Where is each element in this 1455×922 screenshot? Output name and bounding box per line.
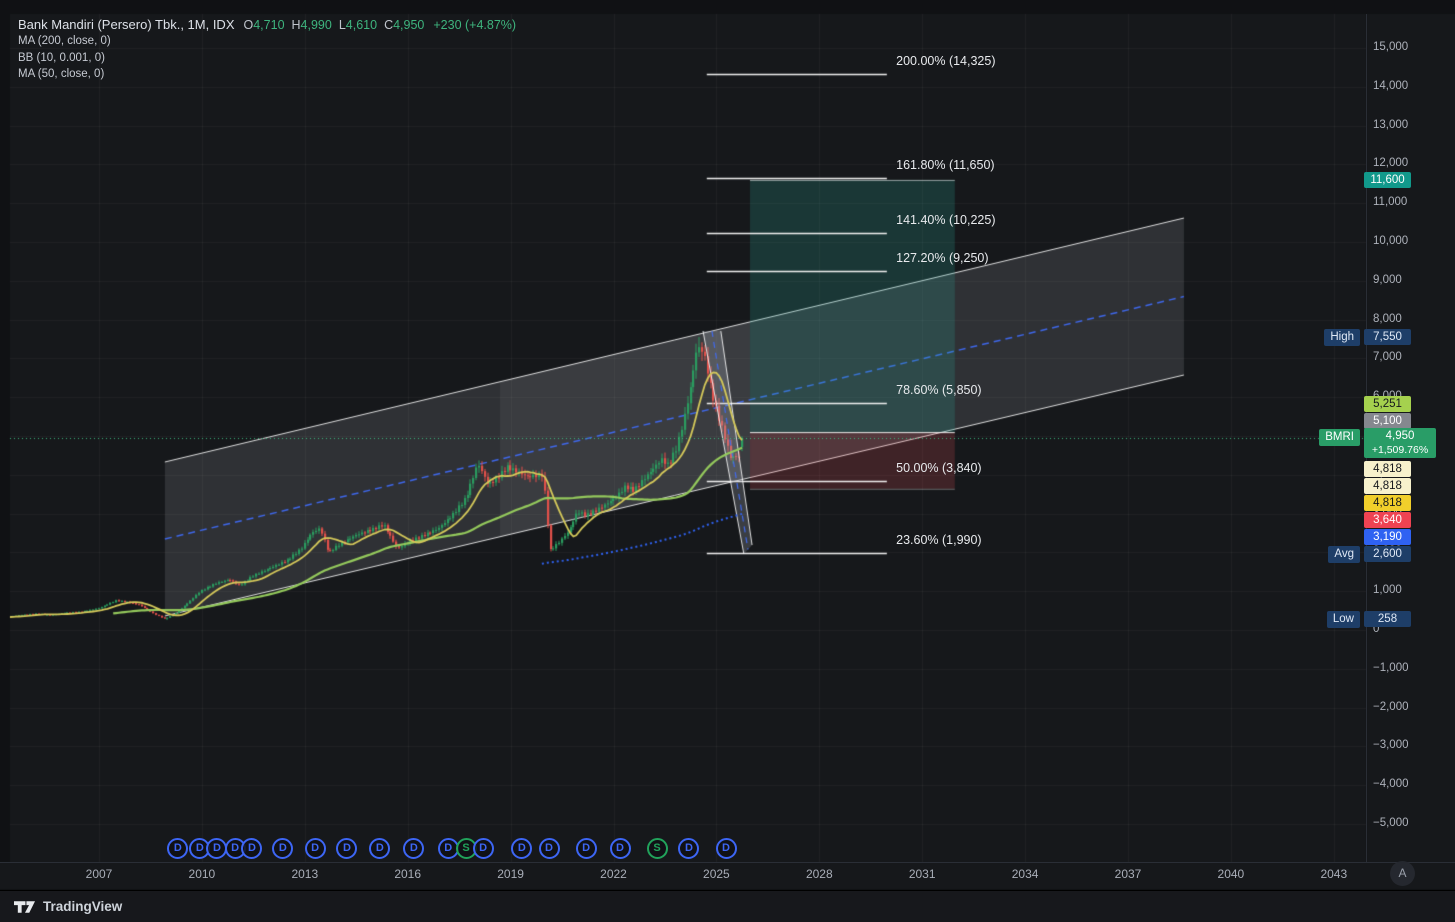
indicator-rows: MA (200, close, 0) BB (10, 0.001, 0) MA (5… [18, 35, 516, 85]
dividend-marker[interactable]: D [511, 838, 533, 859]
time-axis-tick: 2031 [908, 867, 936, 881]
footer-bar: TradingView [0, 890, 1455, 922]
fib-level-label: 50.00% (3,840) [896, 461, 982, 475]
time-axis-tick: 2010 [188, 867, 216, 881]
price-axis-tick: 0 [1373, 623, 1380, 635]
legend-title-row[interactable]: Bank Mandiri (Persero) Tbk., 1M, IDX O4,7… [18, 17, 516, 35]
ohlc-value: 4,990 [300, 18, 332, 32]
ohlc-letter: L [338, 18, 346, 32]
dividend-marker[interactable]: D [715, 838, 737, 859]
price-badge: 7,550 [1364, 329, 1411, 345]
auto-scale-button[interactable]: A [1390, 861, 1415, 886]
legend: Bank Mandiri (Persero) Tbk., 1M, IDX O4,7… [18, 17, 516, 85]
ohlc-value: 4,950 [393, 18, 425, 32]
legend-indicator[interactable]: MA (50, close, 0) [18, 68, 105, 80]
price-badge: 5,100 [1364, 413, 1411, 429]
price-badge: 3,640 [1364, 512, 1411, 528]
dividend-marker[interactable]: D [336, 838, 358, 859]
ohlc-value: 4,610 [345, 18, 378, 32]
price-axis-tick: 10,000 [1373, 235, 1409, 247]
symbol-title[interactable]: Bank Mandiri (Persero) Tbk., 1M, IDX [18, 17, 235, 32]
price-axis-tick: −1,000 [1373, 661, 1409, 674]
price-badge: 4,818 [1364, 495, 1411, 511]
price-axis-tick: 8,000 [1373, 312, 1402, 325]
price-axis-tick: −5,000 [1373, 817, 1409, 829]
dividend-marker[interactable]: D [241, 838, 263, 859]
time-axis-tick: 2007 [85, 867, 113, 881]
fib-level-label: 23.60% (1,990) [896, 532, 982, 547]
ohlc-letter: H [291, 18, 301, 32]
dividend-marker[interactable]: D [304, 838, 326, 859]
fib-level-label: 200.00% (14,325) [896, 54, 996, 69]
time-axis-tick: 2040 [1217, 867, 1245, 881]
price-axis-tick: 15,000 [1373, 41, 1409, 53]
price-axis-tick: 11,000 [1373, 196, 1408, 209]
dividend-marker[interactable]: D [224, 838, 246, 859]
change-value: +230 (+4.87%) [433, 18, 517, 32]
split-marker[interactable]: S [646, 838, 668, 859]
ohlc-value: 4,710 [253, 18, 285, 32]
price-badge: 2,600 [1364, 546, 1411, 562]
price-axis-tick: 7,000 [1373, 351, 1402, 364]
axis-side-label-low: Low [1326, 611, 1360, 628]
dividend-marker[interactable]: D [538, 838, 560, 859]
dividend-marker[interactable]: D [167, 838, 189, 859]
price-badge: 258 [1364, 611, 1411, 627]
price-axis-tick: −3,000 [1373, 739, 1409, 752]
price-badge: 5,251 [1364, 396, 1411, 412]
ohlc-letter: O [243, 18, 254, 32]
ohlc-letter: C [384, 18, 394, 32]
time-axis-tick: 2028 [805, 867, 833, 881]
axis-side-label-high: High [1324, 329, 1360, 346]
dividend-marker[interactable]: D [472, 838, 494, 859]
tradingview-logo-icon[interactable] [14, 900, 35, 913]
dividend-marker[interactable]: D [369, 838, 391, 859]
price-axis-tick: 14,000 [1373, 79, 1409, 92]
legend-indicator[interactable]: MA (200, close, 0) [18, 35, 111, 47]
fib-level-label: 161.80% (11,650) [896, 157, 995, 172]
fib-level-label: 78.60% (5,850) [896, 383, 982, 398]
dividend-marker[interactable]: D [609, 838, 631, 859]
time-axis-tick: 2025 [703, 867, 730, 881]
price-badge: 11,600 [1364, 172, 1411, 188]
time-axis-tick: 2022 [600, 867, 627, 881]
ohlc-values: O4,710 H4,990 L4,610 C4,950 [244, 17, 432, 32]
time-axis-separator [0, 862, 1455, 863]
price-axis-tick: 1,000 [1373, 584, 1402, 597]
price-axis-tick: 12,000 [1373, 157, 1409, 170]
fib-level-label: 127.20% (9,250) [896, 251, 989, 266]
price-badge: 3,190 [1364, 529, 1411, 545]
price-badge: 4,818 [1364, 478, 1411, 494]
brand-name[interactable]: TradingView [43, 899, 123, 914]
dividend-marker[interactable]: D [575, 838, 597, 859]
dividend-marker[interactable]: D [678, 838, 700, 859]
time-axis-tick: 2013 [291, 867, 319, 881]
legend-indicator[interactable]: BB (10, 0.001, 0) [18, 51, 105, 64]
price-badge: 4,950 +1,509.76% [1364, 428, 1436, 458]
time-axis-tick: 2037 [1114, 867, 1142, 881]
dividend-marker[interactable]: D [403, 838, 425, 859]
price-axis-tick: −4,000 [1373, 778, 1409, 791]
time-axis-tick: 2043 [1320, 867, 1348, 881]
price-axis-tick: 13,000 [1373, 118, 1409, 131]
time-axis-tick: 2034 [1011, 867, 1039, 881]
time-axis-tick: 2016 [394, 867, 422, 881]
price-axis-tick: −2,000 [1373, 700, 1409, 713]
time-axis-tick: 2019 [497, 867, 524, 881]
axis-side-label-bmri: BMRI [1319, 429, 1360, 446]
fib-level-label: 141.40% (10,225) [896, 213, 996, 228]
price-axis-tick: 9,000 [1373, 273, 1402, 286]
price-badge: 4,818 [1364, 461, 1411, 477]
dividend-marker[interactable]: D [272, 838, 294, 859]
axis-side-label-avg: Avg [1328, 546, 1360, 563]
